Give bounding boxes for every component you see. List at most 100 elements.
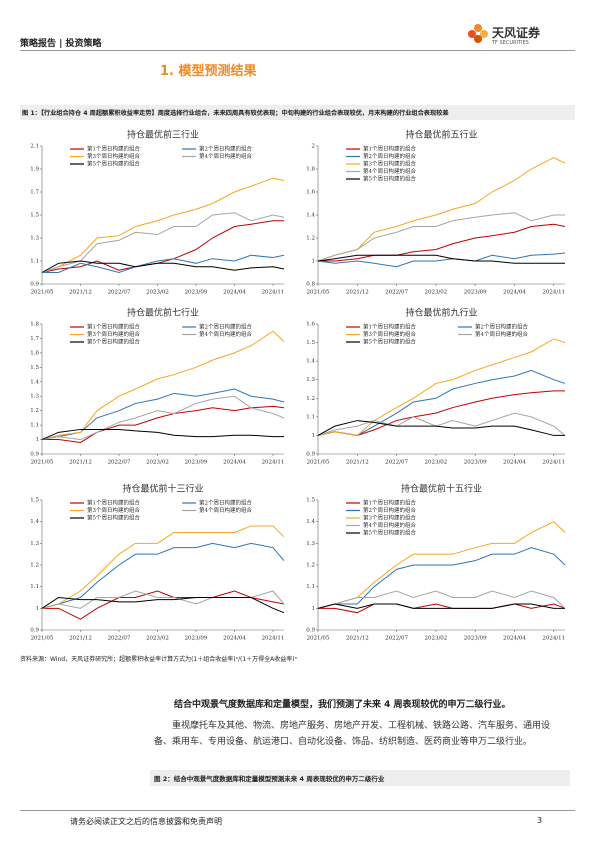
legend-label: 第5个周日构建的组合: [363, 338, 416, 346]
series-line: [42, 405, 285, 443]
series-line: [41, 395, 285, 441]
y-tick-label: 1.1: [30, 259, 39, 265]
x-tick-label: 2022/07: [385, 636, 408, 642]
x-tick-label: 2024/11: [262, 290, 285, 296]
y-tick-label: 1.2: [30, 563, 39, 569]
legend-label: 第4个周日构建的组合: [363, 167, 416, 175]
chart: 持仓最优前十三行业 0.9 1 1.1 1.2 1.3 1.4 1.5 2021/05 2021/…: [30, 483, 285, 642]
series-line: [42, 590, 285, 620]
chart-title: 持仓最优前十五行业: [401, 483, 482, 495]
x-tick-label: 2022/07: [108, 290, 131, 296]
chart-title: 持仓最优前七行业: [127, 307, 199, 319]
y-tick-label: 2.1: [30, 144, 39, 150]
x-tick-label: 2024/04: [503, 290, 526, 296]
legend-label: 第1个周日构建的组合: [87, 145, 140, 153]
chart: 持仓最优前五行业 0.8 1 1.2 1.4 1.6 1.8 2 2021/05 2021/12 2…: [306, 129, 566, 296]
logo-sub: TF SECURITIES: [492, 40, 529, 46]
y-tick-label: 1.4: [30, 379, 39, 385]
series-line: [41, 260, 285, 273]
y-tick-label: 1.4: [306, 519, 315, 525]
y-tick-label: 1.8: [30, 322, 39, 328]
series-line: [41, 388, 285, 441]
series-line: [317, 521, 566, 609]
y-tick-label: 1.3: [30, 394, 39, 400]
legend-label: 第4个周日构建的组合: [199, 152, 252, 160]
x-tick-label: 2021/12: [346, 290, 369, 296]
legend-label: 第2个周日构建的组合: [475, 323, 528, 331]
legend-label: 第1个周日构建的组合: [363, 323, 416, 331]
x-tick-label: 2024/04: [223, 460, 246, 466]
chart: 持仓最优前十五行业 0.9 1 1.1 1.2 1.3 1.4 1.5 2021/05 2021/…: [306, 483, 566, 642]
series-line: [41, 212, 285, 273]
y-tick-label: 1.6: [306, 190, 315, 196]
x-tick-label: 2023/09: [464, 290, 487, 296]
chart: 持仓最优前七行业 0.9 1 1.1 1.2 1.3 1.4 1.5 1.6 1.7 1.8 2021…: [30, 307, 285, 466]
section-title: 1. 模型预测结果: [160, 64, 257, 79]
y-tick-label: 1.4: [30, 519, 39, 525]
y-tick-label: 1.6: [30, 350, 39, 356]
series-line: [317, 252, 566, 268]
x-tick-label: 2023/02: [146, 290, 169, 296]
x-tick-label: 2024/04: [503, 460, 526, 466]
series-line: [317, 338, 566, 436]
x-tick-label: 2022/07: [108, 460, 131, 466]
logo-text: 天风证券: [492, 26, 541, 40]
x-tick-label: 2021/12: [69, 290, 92, 296]
series-line: [317, 369, 566, 436]
y-tick-label: 1.3: [306, 541, 315, 547]
legend-label: 第5个周日构建的组合: [87, 338, 140, 346]
y-tick-label: 1.3: [30, 236, 39, 242]
paragraph: 重视摩托车及其他、物流、房地产服务、房地产开发、工程机械、铁路公路、汽车服务、通…: [154, 721, 551, 747]
y-tick-label: 1: [312, 606, 316, 612]
legend-label: 第1个周日构建的组合: [363, 145, 416, 153]
series-line: [317, 156, 566, 262]
y-tick-label: 1.4: [306, 213, 315, 219]
legend-label: 第2个周日构建的组合: [199, 323, 252, 331]
legend-label: 第1个周日构建的组合: [87, 323, 140, 331]
y-tick-label: 1.7: [30, 336, 39, 342]
y-tick-label: 1.5: [30, 365, 39, 371]
series-line: [318, 603, 566, 614]
header-rule: [20, 50, 575, 51]
y-tick-label: 1.1: [30, 423, 39, 429]
footer-rule: [20, 810, 575, 811]
x-tick-label: 2023/02: [146, 636, 169, 642]
series-line: [317, 420, 565, 436]
legend-label: 第5个周日构建的组合: [363, 175, 416, 183]
chart: 持仓最优前九行业 0.9 1 1.1 1.2 1.3 1.4 1.5 1.6 2021/05 202…: [306, 307, 566, 466]
legend-label: 第3个周日构建的组合: [363, 330, 416, 338]
legend-label: 第2个周日构建的组合: [199, 499, 252, 507]
chart-title: 持仓最优前五行业: [405, 129, 477, 141]
y-tick-label: 1: [36, 437, 40, 443]
y-tick-label: 1: [36, 606, 40, 612]
series-line: [41, 330, 285, 441]
x-tick-label: 2023/02: [146, 460, 169, 466]
legend-label: 第4个周日构建的组合: [199, 506, 252, 514]
series-line: [42, 254, 285, 274]
series-line: [41, 428, 284, 441]
y-tick-label: 1.1: [306, 584, 315, 590]
y-tick-label: 1.4: [306, 359, 315, 365]
y-tick-label: 1: [312, 433, 316, 439]
x-tick-label: 2023/09: [185, 290, 208, 296]
x-tick-label: 2022/07: [385, 290, 408, 296]
chart-title: 持仓最优前十三行业: [122, 483, 203, 495]
x-tick-label: 2022/07: [385, 460, 408, 466]
y-tick-label: 0.9: [30, 628, 39, 634]
series-line: [317, 254, 565, 264]
x-tick-label: 2024/11: [542, 460, 565, 466]
x-tick-label: 2021/05: [307, 290, 330, 296]
page-number: 3: [537, 816, 543, 825]
legend-label: 第4个周日构建的组合: [363, 521, 416, 529]
legend-label: 第1个周日构建的组合: [87, 499, 140, 507]
y-tick-label: 1.7: [30, 190, 39, 196]
x-tick-label: 2023/02: [424, 636, 447, 642]
series-line: [41, 525, 285, 609]
series-line: [318, 223, 566, 262]
y-tick-label: 1: [312, 259, 316, 265]
y-tick-label: 0.9: [306, 452, 315, 458]
x-tick-label: 2021/12: [69, 636, 92, 642]
y-tick-label: 1.2: [306, 396, 315, 402]
series-line: [317, 412, 566, 436]
